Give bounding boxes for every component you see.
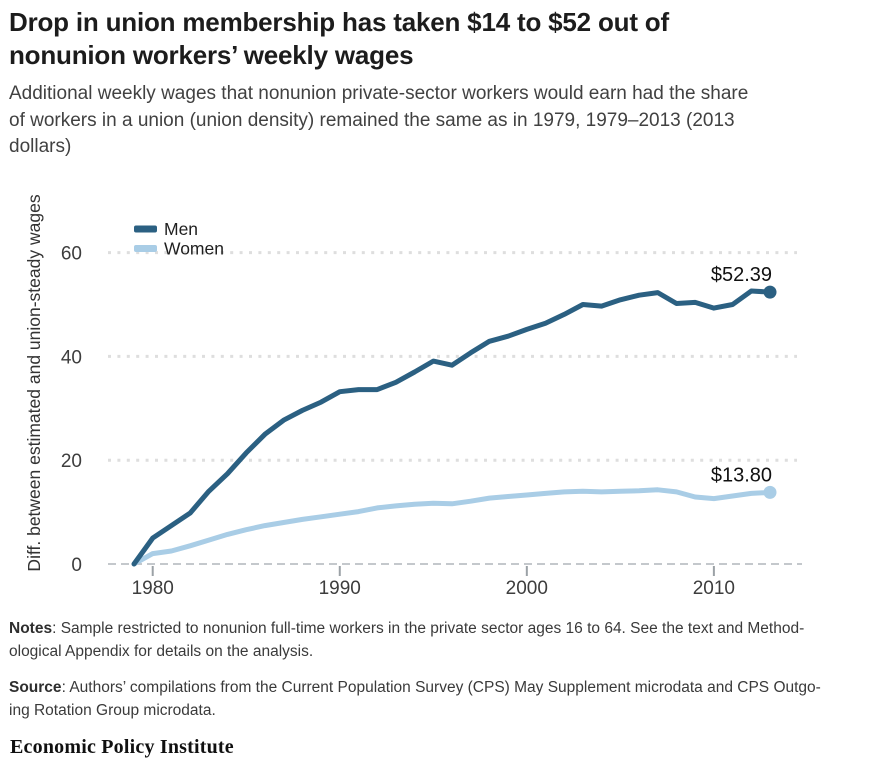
chart-header: Drop in union membership has taken $14 t… bbox=[0, 6, 874, 161]
women-end-dot bbox=[763, 485, 777, 499]
legend-men-swatch bbox=[134, 225, 157, 232]
x-tick-label-1990: 1990 bbox=[319, 578, 361, 599]
y-axis-title: Diff. between estimated and union-steady… bbox=[24, 194, 44, 571]
men-end-dot bbox=[763, 285, 777, 299]
epi-wordmark: Economic Policy Institute bbox=[10, 735, 234, 758]
x-tick-label-2000: 2000 bbox=[506, 578, 548, 599]
source-text: : Authors’ compilations from the Current… bbox=[9, 678, 821, 719]
line-chart-canvas: 1980 1990 2000 2010 0 20 40 60 Diff. between est… bbox=[24, 194, 802, 599]
chart-subtitle: Additional weekly wages that nonunion pr… bbox=[9, 83, 749, 157]
y-tick-label-20: 20 bbox=[61, 451, 82, 472]
men-end-label: $52.39 bbox=[711, 264, 772, 286]
notes-text: : Sample restricted to nonunion full-tim… bbox=[9, 619, 805, 660]
y-tick-label-60: 60 bbox=[61, 243, 82, 264]
notes-label: Notes bbox=[9, 619, 53, 637]
notes-block: Notes: Sample restricted to nonunion ful… bbox=[0, 617, 874, 722]
source: Source: Authors’ compilations from the C… bbox=[9, 676, 854, 722]
notes: Notes: Sample restricted to nonunion ful… bbox=[9, 617, 854, 663]
x-tick-label-2010: 2010 bbox=[693, 578, 735, 599]
legend-women-label: Women bbox=[164, 238, 224, 258]
chart-title: Drop in union membership has taken $14 t… bbox=[9, 7, 669, 70]
legend-men-label: Men bbox=[164, 219, 198, 239]
line-chart: 1980 1990 2000 2010 0 20 40 60 Diff. between est… bbox=[0, 161, 874, 601]
legend-women-swatch bbox=[134, 244, 157, 252]
men-line bbox=[131, 288, 773, 566]
source-label: Source bbox=[9, 678, 62, 696]
x-tick-label-1980: 1980 bbox=[132, 578, 174, 599]
women-line bbox=[131, 486, 773, 566]
y-tick-label-40: 40 bbox=[61, 347, 82, 368]
y-tick-label-0: 0 bbox=[71, 555, 82, 576]
women-end-label: $13.80 bbox=[711, 464, 772, 486]
